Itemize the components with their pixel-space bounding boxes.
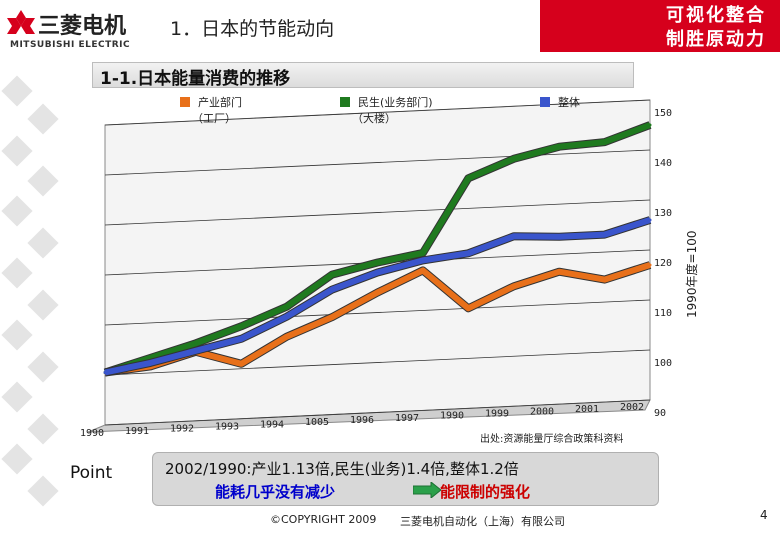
y-tick-label: 130 bbox=[654, 208, 672, 219]
subtitle-bar bbox=[92, 62, 634, 88]
slogan-line-1: 可视化整合 bbox=[666, 5, 766, 26]
x-tick-label: 2002 bbox=[620, 402, 644, 413]
x-tick-label: 1999 bbox=[485, 409, 509, 420]
data-point-0-10 bbox=[557, 270, 561, 274]
legend-swatch-2 bbox=[540, 97, 550, 107]
data-point-1-9 bbox=[512, 157, 516, 161]
data-point-2-4 bbox=[285, 315, 289, 319]
page-title: 1．日本的节能动向 bbox=[170, 18, 335, 40]
x-tick-label: 2001 bbox=[575, 404, 599, 415]
data-point-0-6 bbox=[376, 291, 379, 294]
x-tick-label: 1996 bbox=[350, 415, 374, 426]
legend-label-0: 产业部门 bbox=[198, 95, 242, 109]
company-name: 三菱电机自动化（上海）有限公司 bbox=[400, 515, 565, 528]
data-point-0-4 bbox=[285, 335, 289, 339]
chart-series bbox=[103, 121, 652, 377]
data-point-2-2 bbox=[194, 349, 198, 353]
y-tick-label: 100 bbox=[654, 358, 672, 369]
x-tick-label: 1993 bbox=[215, 422, 239, 433]
chart-legend: 产业部门 （工厂） 民生(业务部门) （大楼） 整体 bbox=[180, 95, 580, 125]
data-point-0-8 bbox=[466, 306, 470, 310]
data-point-1-11 bbox=[603, 140, 607, 144]
data-point-1-7 bbox=[421, 251, 425, 255]
chart-y-ticks: 90 100 110 120 130 140 150 bbox=[654, 108, 672, 419]
data-point-0-7 bbox=[421, 268, 425, 272]
slogan: 可视化整合 制胜原动力 bbox=[666, 4, 766, 52]
data-point-2-7 bbox=[421, 258, 425, 262]
y-tick-label: 140 bbox=[654, 158, 672, 169]
gridline bbox=[104, 349, 651, 376]
data-point-1-6 bbox=[376, 261, 379, 264]
data-point-2-3 bbox=[239, 337, 243, 341]
data-point-1-5 bbox=[330, 273, 334, 277]
data-point-1-8 bbox=[466, 176, 470, 180]
data-point-0-5 bbox=[330, 315, 334, 319]
mitsubishi-logo-icon bbox=[7, 10, 35, 34]
data-point-0-9 bbox=[512, 284, 516, 288]
chart-gridlines bbox=[104, 99, 651, 426]
logo-subtext: MITSUBISHI ELECTRIC bbox=[10, 40, 131, 50]
legend-label-1: 民生(业务部门) bbox=[358, 95, 433, 109]
gridline bbox=[104, 149, 651, 176]
data-point-2-12 bbox=[648, 218, 652, 222]
data-point-2-8 bbox=[466, 251, 470, 255]
legend-swatch-1 bbox=[340, 97, 350, 107]
y-tick-label: 120 bbox=[654, 258, 672, 269]
x-tick-label: 1991 bbox=[125, 426, 149, 437]
gridline bbox=[104, 199, 651, 226]
slogan-line-2: 制胜原动力 bbox=[666, 29, 766, 50]
x-tick-label: 1992 bbox=[170, 424, 194, 435]
data-point-1-2 bbox=[194, 341, 198, 345]
y-axis-title: 1990年度=100 bbox=[685, 230, 699, 319]
legend-sublabel-1: （大楼） bbox=[352, 111, 396, 125]
y-tick-label: 110 bbox=[654, 308, 672, 319]
data-point-2-6 bbox=[376, 271, 379, 274]
data-point-2-1 bbox=[148, 361, 152, 365]
legend-label-2: 整体 bbox=[558, 95, 580, 109]
copyright: ©COPYRIGHT 2009 bbox=[270, 513, 377, 526]
slogan-banner bbox=[540, 0, 780, 52]
point-text-line2a: 能耗几乎没有减少 bbox=[215, 483, 336, 501]
legend-sublabel-0: （工厂） bbox=[192, 112, 236, 125]
data-point-0-12 bbox=[648, 263, 652, 267]
x-tick-label: 1005 bbox=[305, 417, 329, 428]
chart-source: 出处:资源能量厅综合政策科资料 bbox=[480, 434, 624, 445]
gridline bbox=[104, 299, 651, 326]
x-tick-label: 1994 bbox=[260, 419, 284, 430]
data-point-2-9 bbox=[512, 234, 516, 238]
x-tick-label: 1990 bbox=[440, 411, 464, 422]
data-point-2-11 bbox=[603, 233, 607, 237]
gridline bbox=[104, 99, 651, 126]
x-tick-label: 1990 bbox=[80, 428, 104, 439]
point-text-line2b: 能限制的强化 bbox=[440, 483, 531, 501]
x-tick-label: 1997 bbox=[395, 413, 419, 424]
y-tick-label: 150 bbox=[654, 108, 672, 119]
data-point-1-4 bbox=[285, 305, 289, 309]
data-point-2-10 bbox=[557, 235, 561, 239]
arrow-right-icon bbox=[413, 482, 441, 498]
data-point-0-11 bbox=[603, 278, 607, 282]
logo-text: 三菱电机 bbox=[38, 14, 127, 39]
y-tick-label: 90 bbox=[654, 408, 666, 419]
data-point-2-5 bbox=[330, 288, 334, 292]
gridline bbox=[104, 399, 651, 426]
x-tick-label: 2000 bbox=[530, 406, 554, 417]
page-number: 4 bbox=[760, 508, 768, 522]
data-point-1-12 bbox=[648, 123, 652, 127]
point-text-line1: 2002/1990:产业1.13倍,民生(业务)1.4倍,整体1.2倍 bbox=[165, 460, 519, 478]
legend-swatch-0 bbox=[180, 97, 190, 107]
point-box bbox=[152, 452, 659, 506]
point-label: Point bbox=[70, 463, 113, 483]
section-subtitle: 1-1.日本能量消费的推移 bbox=[100, 69, 291, 89]
data-point-2-0 bbox=[103, 371, 107, 374]
data-point-1-3 bbox=[239, 324, 243, 328]
header: 三菱电机 MITSUBISHI ELECTRIC 1．日本的节能动向 可视化整合… bbox=[0, 0, 780, 55]
data-point-1-10 bbox=[557, 145, 561, 149]
data-point-0-3 bbox=[239, 362, 243, 366]
chart-x-ticks: 1990 1991 1992 1993 1994 1005 1996 1997 1990 1999… bbox=[80, 402, 644, 439]
